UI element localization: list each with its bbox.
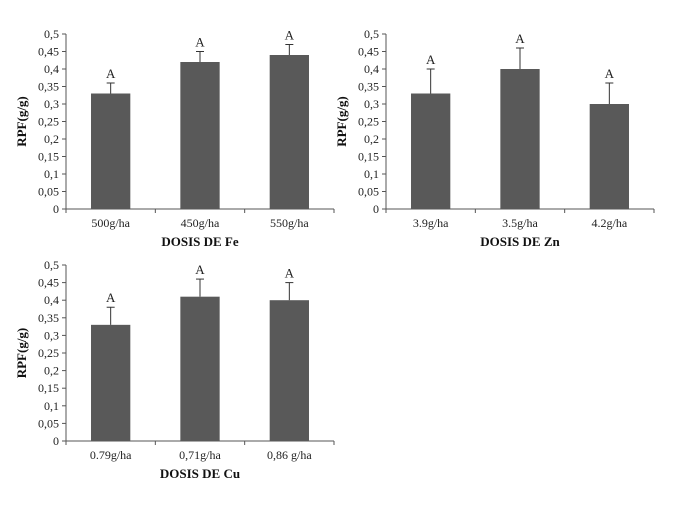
y-tick-label: 0,1 xyxy=(364,167,379,181)
y-tick-label: 0,5 xyxy=(44,27,59,41)
significance-label: A xyxy=(605,66,615,81)
y-tick-label: 0,2 xyxy=(44,132,59,146)
bar xyxy=(91,324,131,441)
bar xyxy=(500,69,540,209)
y-tick-label: 0,45 xyxy=(38,45,59,59)
y-tick-label: 0 xyxy=(53,202,59,216)
y-tick-label: 0 xyxy=(53,434,59,448)
y-tick-label: 0,3 xyxy=(364,97,379,111)
x-tick-label: 500g/ha xyxy=(91,216,130,230)
significance-label: A xyxy=(285,28,295,43)
x-tick-label: 3.9g/ha xyxy=(413,216,449,230)
x-axis-title: DOSIS DE Cu xyxy=(160,466,240,481)
bar xyxy=(411,93,451,209)
y-tick-label: 0,2 xyxy=(364,132,379,146)
chart-panel-3: 0 0,05 0,1 0,15 0,2 0,25 0,3 0,35 0,4 0,45 0,5 A 0.7… xyxy=(14,258,335,481)
x-tick-label: 0,71g/ha xyxy=(179,448,221,462)
y-tick-label: 0,1 xyxy=(44,167,59,181)
y-tick-label: 0,25 xyxy=(38,115,59,129)
y-tick-label: 0,2 xyxy=(44,364,59,378)
y-tick-label: 0,05 xyxy=(38,185,59,199)
bar xyxy=(589,104,629,209)
y-axis-title: RPF(g/g) xyxy=(14,96,29,147)
bar xyxy=(269,300,309,441)
y-tick-label: 0 xyxy=(373,202,379,216)
y-tick-label: 0,4 xyxy=(44,62,59,76)
y-tick-label: 0,35 xyxy=(38,311,59,325)
significance-label: A xyxy=(285,266,295,281)
y-tick-label: 0,05 xyxy=(38,416,59,430)
y-tick-label: 0,4 xyxy=(44,293,59,307)
x-tick-label: 0,86 g/ha xyxy=(267,448,312,462)
x-tick-label: 450g/ha xyxy=(181,216,220,230)
y-tick-label: 0,4 xyxy=(364,62,379,76)
y-tick-label: 0,25 xyxy=(358,115,379,129)
chart-panel-2: 0 0,05 0,1 0,15 0,2 0,25 0,3 0,35 0,4 0,45 0,5 A 3.9… xyxy=(334,27,655,249)
significance-label: A xyxy=(195,35,205,50)
y-axis-title: RPF(g/g) xyxy=(14,328,29,379)
bar xyxy=(269,55,309,209)
x-tick-label: 550g/ha xyxy=(270,216,309,230)
y-tick-label: 0,25 xyxy=(38,346,59,360)
chart-panel-1: 0 0,05 0,1 0,15 0,2 0,25 0,3 0,35 0,4 0,45 0,5 A 500… xyxy=(14,27,335,249)
y-tick-label: 0,3 xyxy=(44,328,59,342)
bar xyxy=(180,296,220,441)
bar xyxy=(91,93,131,209)
y-tick-label: 0,15 xyxy=(38,150,59,164)
y-tick-label: 0,45 xyxy=(38,276,59,290)
y-tick-label: 0,35 xyxy=(358,80,379,94)
y-tick-label: 0,05 xyxy=(358,185,379,199)
bar xyxy=(180,62,220,209)
y-tick-label: 0,35 xyxy=(38,80,59,94)
significance-label: A xyxy=(515,31,525,46)
y-tick-label: 0,1 xyxy=(44,399,59,413)
y-tick-label: 0,15 xyxy=(358,150,379,164)
x-tick-label: 3.5g/ha xyxy=(502,216,538,230)
y-tick-label: 0,45 xyxy=(358,45,379,59)
y-tick-label: 0,5 xyxy=(44,258,59,272)
x-axis-title: DOSIS DE Zn xyxy=(480,234,560,249)
significance-label: A xyxy=(106,66,116,81)
y-tick-label: 0,15 xyxy=(38,381,59,395)
y-axis-title: RPF(g/g) xyxy=(334,96,349,147)
x-tick-label: 0.79g/ha xyxy=(90,448,132,462)
significance-label: A xyxy=(426,52,436,67)
x-tick-label: 4.2g/ha xyxy=(591,216,627,230)
significance-label: A xyxy=(106,290,116,305)
y-tick-label: 0,5 xyxy=(364,27,379,41)
y-tick-label: 0,3 xyxy=(44,97,59,111)
significance-label: A xyxy=(195,262,205,277)
x-axis-title: DOSIS DE Fe xyxy=(161,234,239,249)
